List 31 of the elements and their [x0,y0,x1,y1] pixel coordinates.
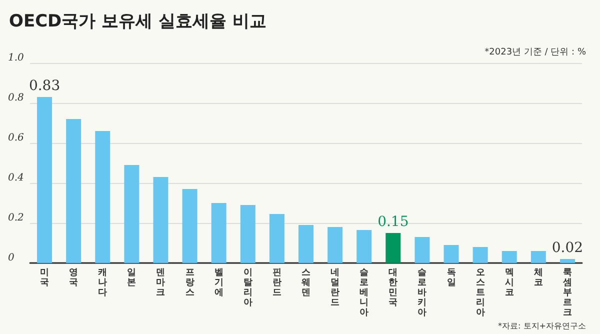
x-tick-label: 독일 [446,268,456,288]
x-tick-label: 대한민국 [388,268,398,308]
x-tick-label: 영국 [69,268,78,288]
y-tick-label: 1.0 [8,52,25,64]
x-tick-label: 슬로베니아 [360,268,369,318]
x-tick-label: 멕시코 [504,268,514,298]
x-tick-label: 일본 [127,268,136,288]
x-tick-label: 오스트리아 [476,268,485,318]
x-tick-label: 덴마크 [156,268,166,298]
x-tick-label: 캐나다 [97,268,108,298]
data-label: 0.02 [552,240,584,256]
x-tick-label: 프랑스 [185,268,194,298]
chart-title: OECD국가 보유세 실효세율 비교 [9,12,266,32]
y-tick-label: 0.6 [8,132,25,144]
x-tick-label: 스웨덴 [302,268,310,298]
x-tick-label: 벨기에 [214,268,224,298]
x-tick-label: 체코 [532,268,543,288]
x-tick-label: 슬로바키아 [418,268,427,318]
x-tick-label: 미국 [40,268,50,288]
y-tick-label: 0 [8,252,15,264]
text: *2023년 기준 / 단위 : % [484,48,586,58]
x-tick-label: 핀란드 [272,268,282,298]
data-label: 0.83 [28,78,60,94]
text: *자료: 토지+자유연구소 [498,322,586,330]
data-label: 0.15 [378,214,409,230]
y-tick-label: 0.8 [8,92,24,104]
x-tick-label: 룩셈부르크 [562,268,572,318]
y-tick-label: 0.2 [8,212,24,224]
x-tick-label: 이탈리아 [243,268,252,308]
y-tick-label: 0.4 [8,172,24,184]
x-tick-label: 네덜란드 [330,268,340,308]
